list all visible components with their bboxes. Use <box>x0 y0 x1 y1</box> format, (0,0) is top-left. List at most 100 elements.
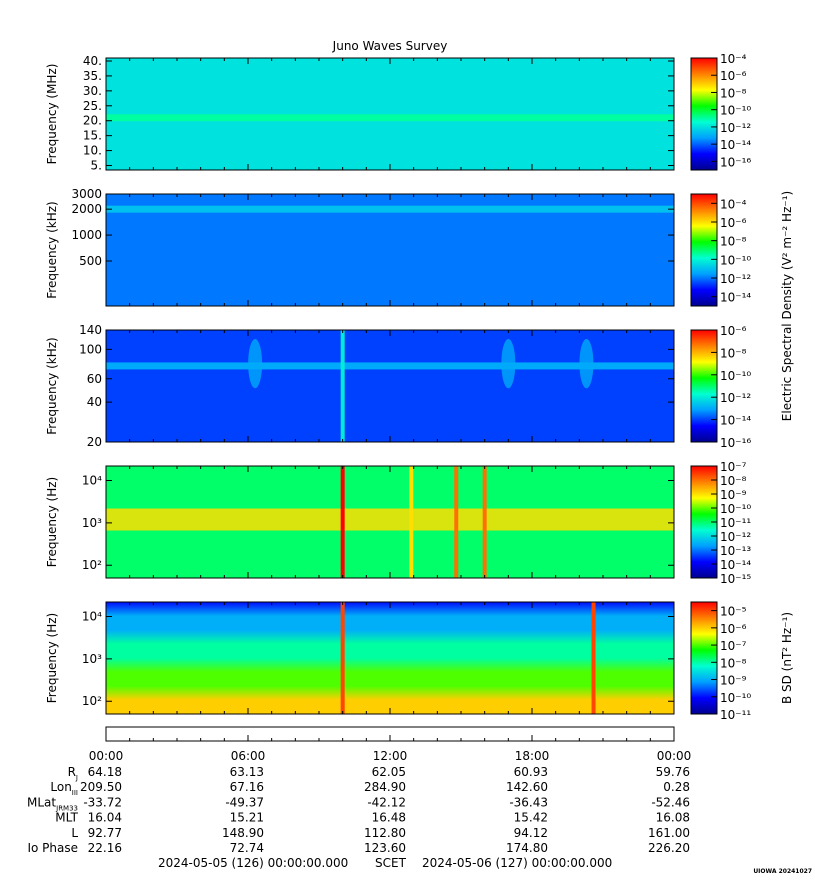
panel-4-colorbar-tick-label: 10⁻⁹ <box>720 488 747 502</box>
ephemeris-row-label: RJ <box>68 765 78 782</box>
panel-4-emission-band-0 <box>106 508 674 531</box>
panel-3-spike-4 <box>340 330 345 442</box>
ephemeris-value: 15.42 <box>514 811 548 825</box>
ephemeris-value: 59.76 <box>656 765 690 779</box>
time-tick-label: 12:00 <box>373 749 408 763</box>
panel-3-burst-2 <box>501 338 516 389</box>
panel-5-colorbar-tick-label: 10⁻⁶ <box>720 622 747 636</box>
panel-4: 10² 10³ 10⁴ Frequency (Hz) 10⁻⁷10⁻⁸10⁻⁹10⁻¹⁰… <box>45 460 751 586</box>
ephemeris-value: -52.46 <box>651 795 690 809</box>
ephemeris-value: 174.80 <box>506 841 548 855</box>
panel-2-colorbar <box>690 193 718 307</box>
panel-4-ytick-label: 10² <box>82 558 102 572</box>
panel-4-colorbar-tick-label: 10⁻¹² <box>720 530 751 544</box>
ephemeris-value: 112.80 <box>364 826 406 840</box>
panel-3-ytick-label: 140 <box>79 323 102 337</box>
ephemeris-value: 64.18 <box>88 765 122 779</box>
panel-3-ytick-label: 40 <box>87 395 102 409</box>
panel-5-colorbar-tick-label: 10⁻⁹ <box>720 674 747 688</box>
panel-2-ytick-label: 1000 <box>71 228 102 242</box>
panel-2-colorbar-tick-label: 10⁻¹² <box>720 272 751 286</box>
ephemeris-value: 72.74 <box>230 841 264 855</box>
panel-4-colorbar-tick-label: 10⁻¹⁴ <box>720 558 751 572</box>
panel-3-colorbar-tick-label: 10⁻¹² <box>720 391 751 405</box>
ephemeris-value: 16.48 <box>372 811 406 825</box>
panel-4-ytick-label: 10³ <box>82 516 102 530</box>
panel-5: 10² 10³ 10⁴ Frequency (Hz) 10⁻⁵ 10⁻⁶ 10⁻⁷ 10⁻⁸ 1… <box>45 601 794 722</box>
panel-1-colorbar-tick-label: 10⁻⁶ <box>720 69 747 83</box>
time-tick-label: 18:00 <box>515 749 550 763</box>
panel-3-ytick-label: 60 <box>87 372 102 386</box>
panel-2-horizontal-band-1 <box>106 231 674 239</box>
panel-5-colorbar-tick-label: 10⁻⁸ <box>720 656 747 670</box>
panel-5-spike-1 <box>340 602 345 714</box>
panel-1-colorbar-tick-label: 10⁻⁴ <box>720 52 747 66</box>
panel-4-spike-4 <box>482 466 487 578</box>
panel-3-colorbar-tick-label: 10⁻⁶ <box>720 324 747 338</box>
ephemeris-value: 123.60 <box>364 841 406 855</box>
panel-5-colorbar-tick-label: 10⁻⁷ <box>720 639 747 653</box>
ephemeris-row-label: L <box>71 826 78 840</box>
panel-1-ytick-label: 10. <box>83 144 102 158</box>
panel-5-ytick-label: 10³ <box>82 652 102 666</box>
ephemeris-row-label: MLT <box>55 811 78 825</box>
panel-5-gradient-0 <box>106 602 674 714</box>
panel-3-colorbar-tick-label: 10⁻¹⁴ <box>720 414 751 428</box>
ephemeris-value: 60.93 <box>514 765 548 779</box>
footer: 2024-05-05 (126) 00:00:00.000 SCET 2024-… <box>158 856 812 875</box>
ephemeris-value: 161.00 <box>648 826 690 840</box>
panel-1-ytick-label: 20. <box>83 114 102 128</box>
panel-1-ytick-label: 35. <box>83 69 102 83</box>
panel-2-colorbar-tick-label: 10⁻⁶ <box>720 216 747 230</box>
panel-3-burst-3 <box>579 338 594 389</box>
footer-stamp: UIOWA 20241027 <box>753 868 812 875</box>
panel-2-ytick-label: 2000 <box>71 202 102 216</box>
panel-5-colorbar-tick-label: 10⁻⁵ <box>720 605 747 619</box>
panel-3-colorbar-tick-label: 10⁻⁸ <box>720 346 747 360</box>
ephemeris-value: 209.50 <box>80 780 122 794</box>
panel-1-colorbar-tick-label: 10⁻¹² <box>720 121 751 135</box>
ephemeris-value: 63.13 <box>230 765 264 779</box>
panel-1-colorbar-tick-label: 10⁻¹⁴ <box>720 138 751 152</box>
ephemeris-value: 15.21 <box>230 811 264 825</box>
ephemeris-value: 92.77 <box>88 826 122 840</box>
panel-3-colorbar <box>690 329 718 443</box>
panel-5-ytick-label: 10⁴ <box>82 610 102 624</box>
time-tick-label: 00:00 <box>89 749 124 763</box>
ephemeris-value: 16.08 <box>656 811 690 825</box>
panel-3-background <box>106 330 674 442</box>
ephemeris-value: 148.90 <box>222 826 264 840</box>
ephemeris-row-label: LonIII <box>50 780 78 797</box>
ephemeris-value: 284.90 <box>364 780 406 794</box>
panel-1-colorbar <box>690 57 718 171</box>
ephemeris-value: 142.60 <box>506 780 548 794</box>
footer-end-time: 2024-05-06 (127) 00:00:00.000 <box>422 856 612 870</box>
panel-3-horizontal-band-0 <box>106 362 674 370</box>
time-tick-label: 00:00 <box>657 749 692 763</box>
ephemeris-value: 226.20 <box>648 841 690 855</box>
panel-4-spike-2 <box>409 466 414 578</box>
panel-4-colorbar-tick-label: 10⁻¹⁵ <box>720 572 751 586</box>
panel-4-colorbar-tick-label: 10⁻⁷ <box>720 460 747 474</box>
panel-1-colorbar-tick-label: 10⁻¹⁰ <box>720 104 751 118</box>
panel-5-colorbar-tick-label: 10⁻¹¹ <box>720 708 751 722</box>
panel-2-colorbar-tick-label: 10⁻¹⁰ <box>720 253 751 267</box>
ephemeris-value: 62.05 <box>372 765 406 779</box>
panel-3-ylabel: Frequency (kHz) <box>45 337 59 434</box>
panel-4-ylabel: Frequency (Hz) <box>45 477 59 568</box>
panel-5-ytick-label: 10² <box>82 694 102 708</box>
panel-2-ylabel: Frequency (kHz) <box>45 201 59 298</box>
panel-4-colorbar-tick-label: 10⁻¹⁰ <box>720 502 751 516</box>
panel-3-colorbar-tick-label: 10⁻¹⁰ <box>720 369 751 383</box>
panel-2-colorbar-tick-label: 10⁻⁴ <box>720 197 747 211</box>
panel-5-colorbar-label: B SD (nT² Hz⁻¹) <box>780 612 794 704</box>
ephemeris-value: -33.72 <box>83 795 122 809</box>
panel-5-colorbar-tick-label: 10⁻¹⁰ <box>720 691 751 705</box>
spectrogram-panels: 5.10.15.20.25.30.35.40. Frequency (MHz) 10… <box>45 52 794 722</box>
ephemeris-value: 16.04 <box>88 811 122 825</box>
panel-1-ytick-label: 40. <box>83 54 102 68</box>
panel-2-ytick-label: 500 <box>79 254 102 268</box>
